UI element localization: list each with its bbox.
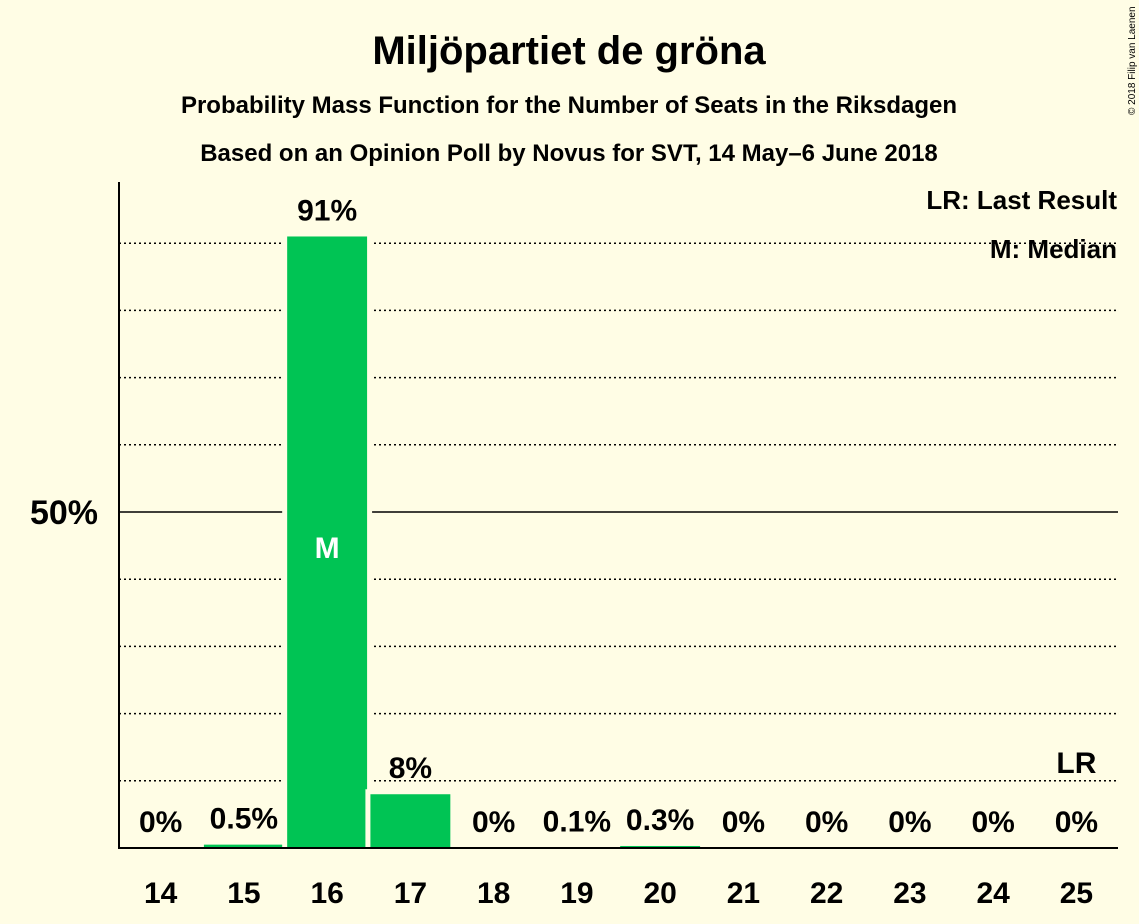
x-tick-15: 15: [227, 877, 260, 910]
bar-15: [203, 844, 284, 848]
value-label-17: 8%: [389, 752, 432, 785]
chart-subtitle-source: Based on an Opinion Poll by Novus for SV…: [200, 140, 938, 167]
last-result-marker: LR: [1056, 747, 1096, 780]
median-marker: M: [315, 532, 340, 565]
chart-subtitle: Probability Mass Function for the Number…: [181, 92, 957, 119]
x-tick-14: 14: [144, 877, 178, 910]
x-tick-17: 17: [394, 877, 427, 910]
value-label-20: 0.3%: [626, 804, 694, 837]
legend-median: M: Median: [990, 234, 1117, 264]
x-tick-23: 23: [893, 877, 926, 910]
x-tick-18: 18: [477, 877, 510, 910]
bar-20: [615, 840, 706, 848]
y-tick-label-50: 50%: [30, 494, 98, 532]
x-tick-20: 20: [643, 877, 676, 910]
value-label-18: 0%: [472, 806, 515, 839]
value-label-25: 0%: [1055, 806, 1098, 839]
value-label-24: 0%: [971, 806, 1014, 839]
value-label-14: 0%: [139, 806, 182, 839]
value-label-15: 0.5%: [210, 803, 278, 836]
bar-15: [198, 839, 289, 848]
bars: [198, 231, 706, 849]
value-label-21: 0%: [722, 806, 765, 839]
value-label-19: 0.1%: [543, 805, 611, 838]
value-label-22: 0%: [805, 806, 848, 839]
chart-title: Miljöpartiet de gröna: [372, 29, 766, 73]
x-tick-16: 16: [310, 877, 343, 910]
data-labels: 0% 0.5% 91% M 8% 0% 0.1% 0.3% 0% 0% 0% 0% 0% LR: [139, 194, 1098, 839]
legend-last-result: LR: Last Result: [926, 185, 1117, 215]
x-tick-21: 21: [727, 877, 760, 910]
x-tick-25: 25: [1060, 877, 1093, 910]
value-label-16: 91%: [297, 194, 357, 227]
bar-19: [531, 842, 622, 848]
bar-20: [620, 845, 701, 848]
bar-17: [370, 794, 451, 848]
bar-16: [287, 236, 368, 849]
x-tick-24: 24: [976, 877, 1010, 910]
value-label-23: 0%: [888, 806, 931, 839]
x-tick-22: 22: [810, 877, 843, 910]
x-tick-19: 19: [560, 877, 593, 910]
x-tick-labels: 14 15 16 17 18 19 20 21 22 23 24 25: [144, 877, 1093, 910]
copyright-note: © 2018 Filip van Laenen: [1127, 6, 1138, 115]
